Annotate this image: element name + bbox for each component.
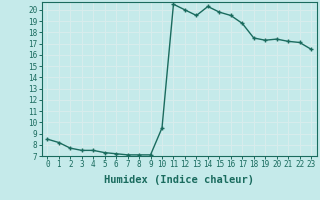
X-axis label: Humidex (Indice chaleur): Humidex (Indice chaleur) — [104, 175, 254, 185]
